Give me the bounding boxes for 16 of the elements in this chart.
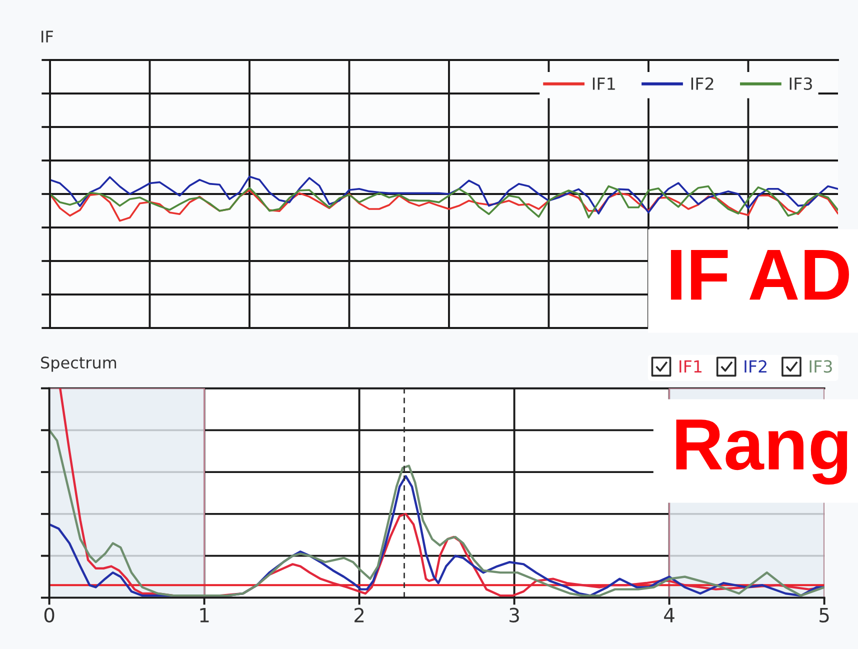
x-tick-label: 4 xyxy=(664,608,674,622)
text: IF AD xyxy=(670,250,849,300)
x-tick-label: 5 xyxy=(820,608,829,622)
legend-label: IF2 xyxy=(691,77,714,90)
x-tick-label: 1 xyxy=(200,608,209,622)
text: IF1 xyxy=(680,360,702,373)
text: IF2 xyxy=(744,360,766,373)
x-tick-label: 0 xyxy=(44,608,54,622)
chart-title: Spectrum xyxy=(41,356,116,372)
x-tick-label: 3 xyxy=(510,608,519,622)
chart-title: IF xyxy=(42,30,53,42)
annotation: Rang xyxy=(676,420,848,485)
text: IF3 xyxy=(810,360,832,373)
legend-label: IF1 xyxy=(592,78,615,90)
legend-label: IF3 xyxy=(790,77,812,90)
x-tick-label: 2 xyxy=(354,608,364,622)
